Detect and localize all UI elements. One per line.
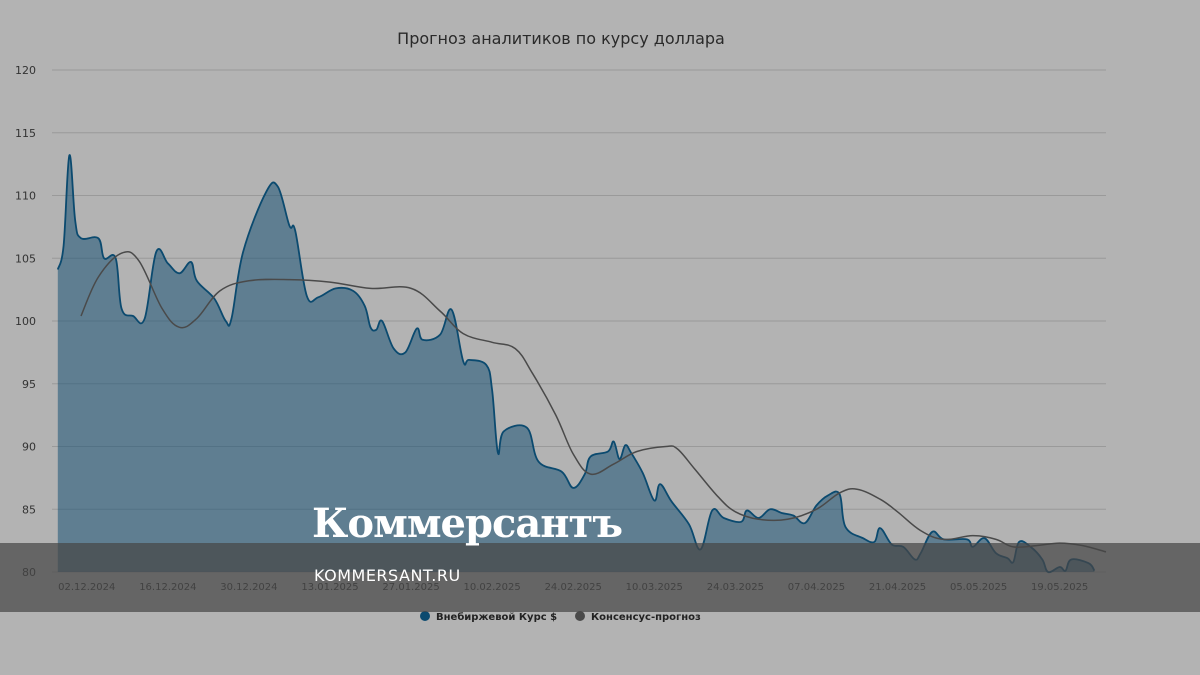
watermark-logo: Коммерсантъ	[312, 500, 623, 547]
y-tick-label: 100	[15, 315, 36, 328]
y-tick-label: 110	[15, 190, 36, 203]
consensus-line	[80, 250, 1107, 553]
y-tick-label: 95	[22, 378, 36, 391]
legend-label: Внебиржевой Курс $	[436, 611, 557, 623]
legend[interactable]: Внебиржевой Курс $ Консенсус-прогноз	[420, 611, 701, 623]
watermark-band	[0, 543, 1200, 612]
legend-marker	[575, 611, 585, 621]
series-layer	[56, 154, 1107, 574]
y-tick-label: 115	[15, 127, 36, 140]
area-fill	[57, 155, 1095, 573]
y-tick-label: 120	[15, 64, 36, 77]
y-tick-label: 105	[15, 252, 36, 265]
legend-marker	[420, 611, 430, 621]
legend-label: Консенсус-прогноз	[591, 612, 701, 623]
y-tick-label: 90	[22, 441, 36, 454]
chart-title: Прогноз аналитиков по курсу доллара	[397, 29, 725, 48]
watermark-url[interactable]: KOMMERSANT.RU	[314, 566, 461, 585]
y-axis: 80859095100105110115120	[15, 64, 36, 579]
y-tick-label: 85	[22, 503, 36, 516]
